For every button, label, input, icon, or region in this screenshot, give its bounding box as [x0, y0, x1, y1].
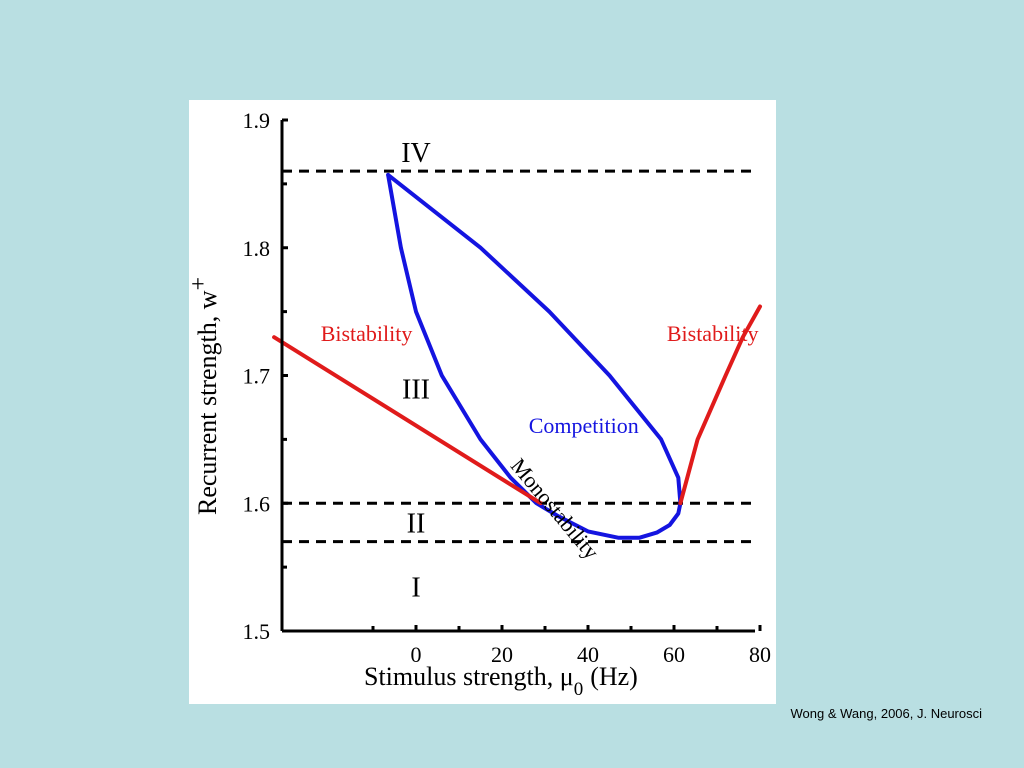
x-tick-label: 0: [411, 642, 422, 667]
x-tick-label: 60: [663, 642, 685, 667]
y-tick-label: 1.5: [243, 619, 271, 644]
x-axis-title: Stimulus strength, μ0 (Hz): [364, 662, 638, 700]
x-tick-label: 80: [749, 642, 771, 667]
bistability-right-curve: [678, 304, 762, 506]
annotation-label: Bistability: [321, 321, 413, 346]
x-tick-label: 40: [577, 642, 599, 667]
x-tick-label: 20: [491, 642, 513, 667]
y-tick-label: 1.9: [243, 108, 271, 133]
y-tick-label: 1.8: [243, 236, 271, 261]
y-axis-title: Recurrent strength, w+: [189, 277, 222, 515]
y-tick-label: 1.6: [243, 491, 271, 516]
citation: Wong & Wang, 2006, J. Neurosci: [790, 706, 982, 721]
figure-panel: 0 20 40 60 80 1.5 1.6 1.7 1.8 1.9 IV III II I Bista…: [189, 100, 776, 704]
annotation-label: Bistability: [667, 321, 759, 346]
annotation-label: Monostability: [506, 453, 605, 564]
competition-curve: [386, 172, 683, 540]
region-label: I: [411, 572, 420, 603]
bistability-left-curve: [272, 335, 543, 506]
region-label: III: [402, 374, 430, 405]
y-tick-label: 1.7: [243, 364, 271, 389]
region-label: II: [407, 508, 426, 539]
region-label: IV: [401, 138, 431, 169]
annotation-label: Competition: [529, 413, 639, 438]
